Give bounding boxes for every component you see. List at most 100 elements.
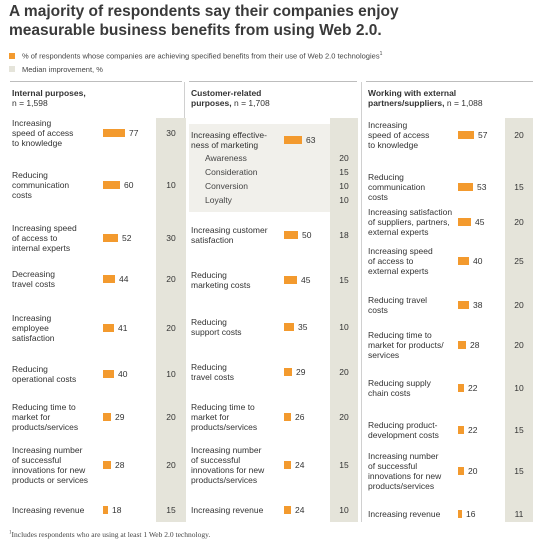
panel-internal-row-label-line: Increasing (12, 313, 52, 323)
panel-customer-bar (284, 461, 291, 469)
panel-external-row-label-line: external experts (368, 266, 429, 276)
legend-benefit-footnote-mark: 1 (379, 51, 383, 57)
panel-external-median-value: 20 (514, 340, 524, 350)
panel-external-row-label-line: to knowledge (368, 140, 419, 150)
panel-customer-row-label: Increasing revenue (191, 505, 281, 515)
panel-customer-row-label-line: support costs (191, 327, 242, 337)
panel-internal-row-label-line: Decreasing (12, 269, 55, 279)
panel-internal-bar (103, 129, 125, 137)
panel-internal-row-label-line: Reducing (12, 364, 48, 374)
panel-external-row-label-line: Increasing satisfaction (368, 207, 453, 217)
panel-customer-row-label-line: innovations for new (191, 465, 265, 475)
panel-customer-value-label: 35 (298, 322, 308, 332)
panel-external-bar (458, 183, 473, 191)
footnote-text: Includes respondents who are using at le… (11, 530, 211, 539)
panel-external-row-label-line: external experts (368, 227, 429, 237)
panel-customer-subitem-label: Conversion (205, 181, 248, 191)
panel-external-title-bold: Working with external (368, 88, 457, 98)
panel-external-median-value: 15 (514, 182, 524, 192)
panel-internal-row-label-line: products or services (12, 475, 89, 485)
panel-customer-bar (284, 368, 292, 376)
panel-internal-row-label-line: of successful (12, 455, 62, 465)
panel-external-row-label: Increasing revenue (368, 509, 455, 519)
panel-customer-subitem-median-value: 15 (339, 167, 349, 177)
panel-internal-row-label: Increasing speed of access to knowledge (12, 118, 100, 148)
panel-internal-median-value: 20 (166, 412, 176, 422)
panel-internal-median-value: 10 (166, 369, 176, 379)
chart-title-line-1: A majority of respondents say their comp… (9, 3, 399, 20)
panel-external-row-label-line: Reducing supply (368, 378, 431, 388)
panel-internal-bar (103, 324, 114, 332)
panel-customer-subitem-median-value: 10 (339, 181, 349, 191)
panel-internal-row-label-line: innovations for new (12, 465, 86, 475)
panel-external-row-label-line: speed of access (368, 130, 430, 140)
panel-external-row-label-line: innovations for new (368, 471, 442, 481)
chart-title-line-2: measurable business benefits from using … (9, 22, 382, 39)
panel-customer-value-label: 24 (295, 460, 305, 470)
panel-customer-row-label-line: Reducing (191, 317, 227, 327)
panel-internal-row-label-line: employee (12, 323, 49, 333)
panel-internal-row-label-line: communication (12, 180, 70, 190)
panel-customer-row-label: Reducing time to market for products/servi… (191, 402, 281, 432)
panel-external-row-label-line: Reducing product- (368, 420, 438, 430)
panel-customer-row-label-line: Reducing (191, 270, 227, 280)
panel-internal-row-label-line: to knowledge (12, 138, 63, 148)
panel-external-bar (458, 341, 466, 349)
panel-external-median-value: 25 (514, 256, 524, 266)
panel-customer-row-label: Reducing support costs (191, 317, 281, 337)
footnote-mark: 1 (9, 530, 12, 536)
panel-external-bar (458, 426, 464, 434)
panel-customer-median-value: 18 (339, 230, 349, 240)
panel-external-bar (458, 218, 471, 226)
panel-external-value-label: 40 (473, 256, 483, 266)
panel-internal-row-label-line: speed of access (12, 128, 74, 138)
panel-customer-bar (284, 323, 294, 331)
panel-external-median-value: 20 (514, 300, 524, 310)
panel-external-value-label: 22 (468, 383, 478, 393)
panel-external-median-value: 15 (514, 466, 524, 476)
panel-customer-value-label: 26 (295, 412, 305, 422)
panel-customer-bar (284, 136, 302, 144)
panel-internal-row-label-line: products/services (12, 422, 79, 432)
panel-internal-row-label-line: Increasing speed (12, 223, 77, 233)
panel-internal-value-label: 77 (129, 128, 139, 138)
panel-customer-marketing-subitems-box (189, 124, 330, 212)
panel-customer-row-label: Increasing customer satisfaction (191, 225, 281, 245)
panel-internal-bar (103, 461, 111, 469)
panel-external-value-label: 28 (470, 340, 480, 350)
panel-customer-median-value: 10 (339, 505, 349, 515)
panel-external-bar (458, 301, 469, 309)
panel-internal-value-label: 44 (119, 274, 129, 284)
section-divider-internal (10, 81, 182, 82)
legend-median: Median improvement, % (9, 65, 103, 75)
chart-title: A majority of respondents say their comp… (9, 2, 529, 40)
panel-external-sample-size: n = 1,088 (444, 98, 483, 108)
panel-internal-bar (103, 370, 114, 378)
panel-internal-median-value: 15 (166, 505, 176, 515)
panel-customer-row-label: Increasing effective-ness of marketing (191, 130, 281, 150)
panel-internal-median-value: 20 (166, 323, 176, 333)
panel-internal-row-label-line: travel costs (12, 279, 55, 289)
panel-external-value-label: 20 (468, 466, 478, 476)
panel-internal-row-label-line: satisfaction (12, 333, 55, 343)
section-divider-customer (189, 81, 357, 82)
panel-customer-title-bold: Customer-related (191, 88, 262, 98)
panel-external-row-label-line: products/services (368, 481, 435, 491)
panel-external-row-label: Increasing satisfaction of suppliers, par… (368, 207, 455, 237)
panel-external-median-value: 15 (514, 425, 524, 435)
panel-internal-bar (103, 506, 108, 514)
panel-internal-value-label: 41 (118, 323, 128, 333)
panel-internal-row-label-line: market for (12, 412, 51, 422)
panel-external-median-value: 11 (514, 509, 524, 519)
legend-median-label: Median improvement, % (22, 65, 103, 74)
panel-external-row-label: Reducing product-development costs (368, 420, 455, 440)
panel-internal-sample-size: n = 1,598 (12, 98, 48, 108)
panel-customer-row-label-line: Increasing customer (191, 225, 268, 235)
panel-external-value-label: 57 (478, 130, 488, 140)
panel-external-row-label: Reducing supply chain costs (368, 378, 455, 398)
panel-external-row-label-line: Reducing travel (368, 295, 428, 305)
legend-benefit-swatch (9, 52, 15, 59)
panel-customer-subitem-label: Loyalty (205, 195, 232, 205)
panel-customer-median-value: 15 (339, 460, 349, 470)
panel-customer-row-label-line: marketing costs (191, 280, 251, 290)
